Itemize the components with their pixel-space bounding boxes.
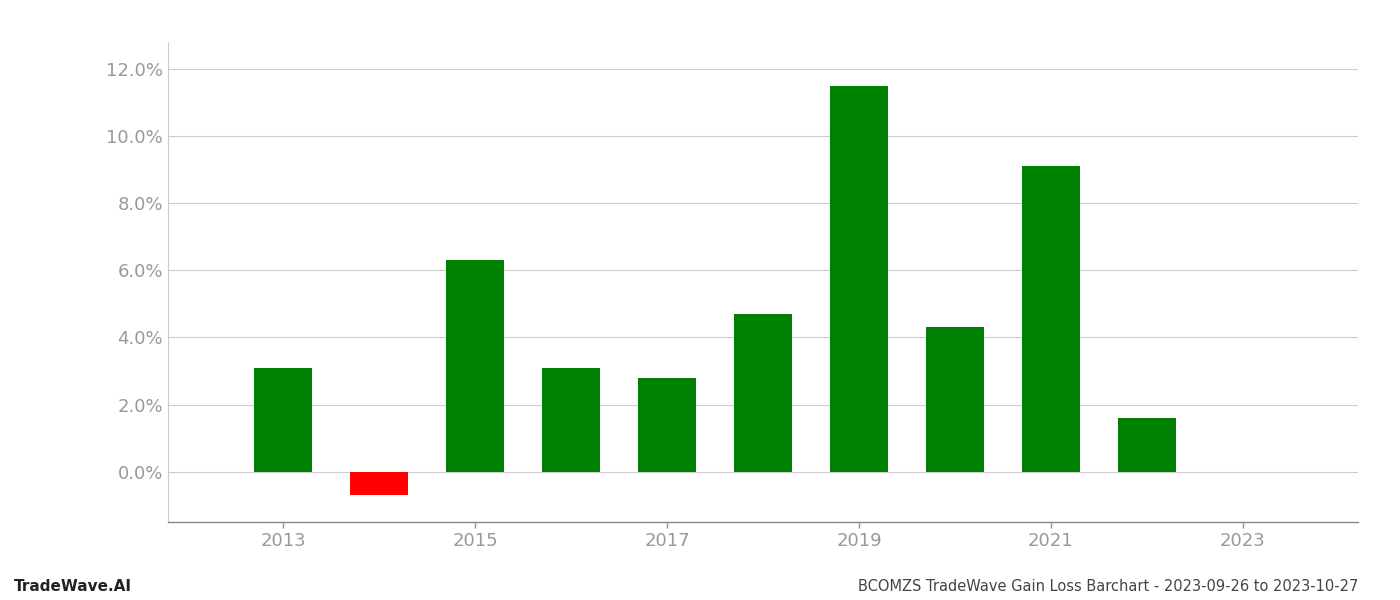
Bar xyxy=(350,472,407,495)
Text: BCOMZS TradeWave Gain Loss Barchart - 2023-09-26 to 2023-10-27: BCOMZS TradeWave Gain Loss Barchart - 20… xyxy=(858,579,1358,594)
Bar xyxy=(638,377,696,472)
Bar xyxy=(1119,418,1176,472)
Bar xyxy=(927,328,984,472)
Bar xyxy=(255,368,312,472)
Bar xyxy=(734,314,792,472)
Bar xyxy=(447,260,504,472)
Bar xyxy=(542,368,599,472)
Bar xyxy=(1022,166,1079,472)
Bar xyxy=(830,86,888,472)
Text: TradeWave.AI: TradeWave.AI xyxy=(14,579,132,594)
